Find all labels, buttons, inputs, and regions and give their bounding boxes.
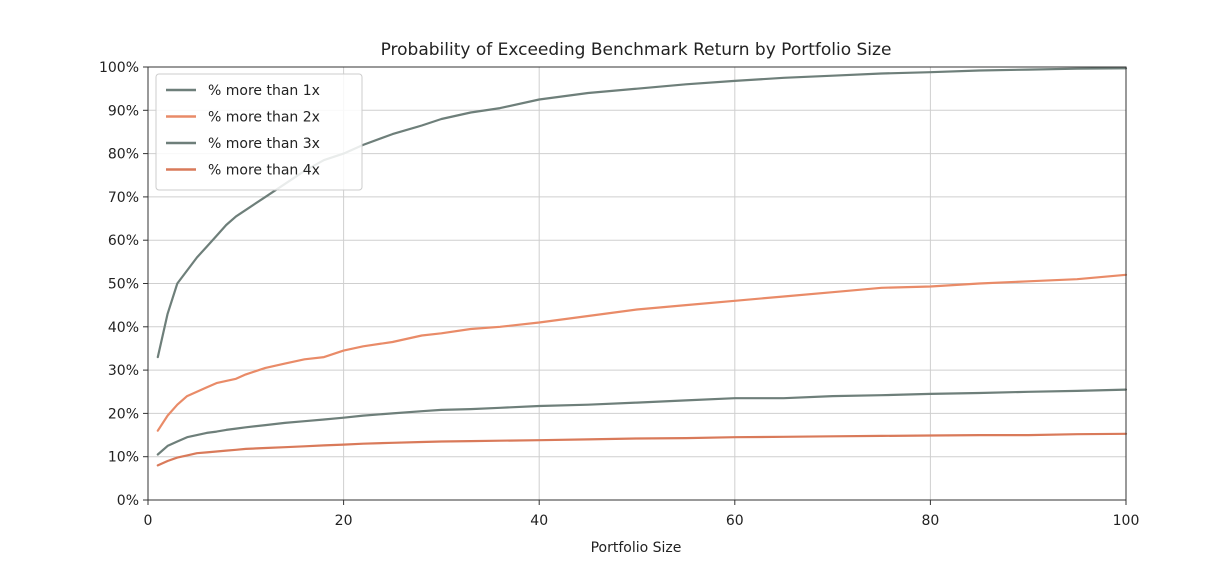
y-tick-label: 100% (99, 60, 139, 76)
legend-label: % more than 2x (208, 110, 320, 126)
series-group (156, 67, 1128, 467)
series-line-2 (156, 273, 1128, 432)
x-tick-label: 0 (144, 513, 153, 529)
x-tick-label: 20 (335, 513, 353, 529)
y-tick-label: 90% (108, 103, 139, 119)
legend-label: % more than 1x (208, 83, 320, 99)
y-tick-label: 0% (117, 493, 139, 509)
y-tick-label: 50% (108, 277, 139, 293)
y-tick-label: 20% (108, 406, 139, 422)
x-tick-label: 80 (921, 513, 939, 529)
legend-box (155, 73, 363, 191)
y-tick-label: 30% (108, 363, 139, 379)
legend: % more than 1x % more than 2x % more than … (155, 73, 363, 191)
tick-labels: 0% 10% 20% 30% 40% 50% 60% 70% 80% 90% 100% 0 20 40 60… (99, 60, 1139, 529)
x-tick-label: 40 (530, 513, 548, 529)
y-tick-label: 40% (108, 320, 139, 336)
chart-title: Probability of Exceeding Benchmark Retur… (381, 40, 892, 60)
x-axis-label: Portfolio Size (591, 540, 682, 556)
y-tick-label: 70% (108, 190, 139, 206)
legend-label: % more than 4x (208, 163, 320, 179)
y-tick-label: 10% (108, 450, 139, 466)
series-line-4 (156, 432, 1128, 467)
legend-label: % more than 3x (208, 136, 320, 152)
series-line-1 (156, 67, 1128, 359)
x-tick-label: 100 (1113, 513, 1140, 529)
series-line-3 (156, 388, 1128, 456)
x-tick-label: 60 (726, 513, 744, 529)
y-tick-label: 80% (108, 147, 139, 163)
y-tick-label: 60% (108, 233, 139, 249)
